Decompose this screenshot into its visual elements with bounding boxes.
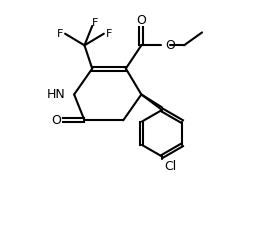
- Text: HN: HN: [46, 88, 65, 101]
- Text: Cl: Cl: [165, 160, 177, 173]
- Text: F: F: [92, 18, 98, 28]
- Text: O: O: [137, 14, 146, 27]
- Text: F: F: [57, 29, 63, 39]
- Text: O: O: [165, 39, 175, 52]
- Text: O: O: [51, 114, 61, 127]
- Text: F: F: [106, 29, 112, 39]
